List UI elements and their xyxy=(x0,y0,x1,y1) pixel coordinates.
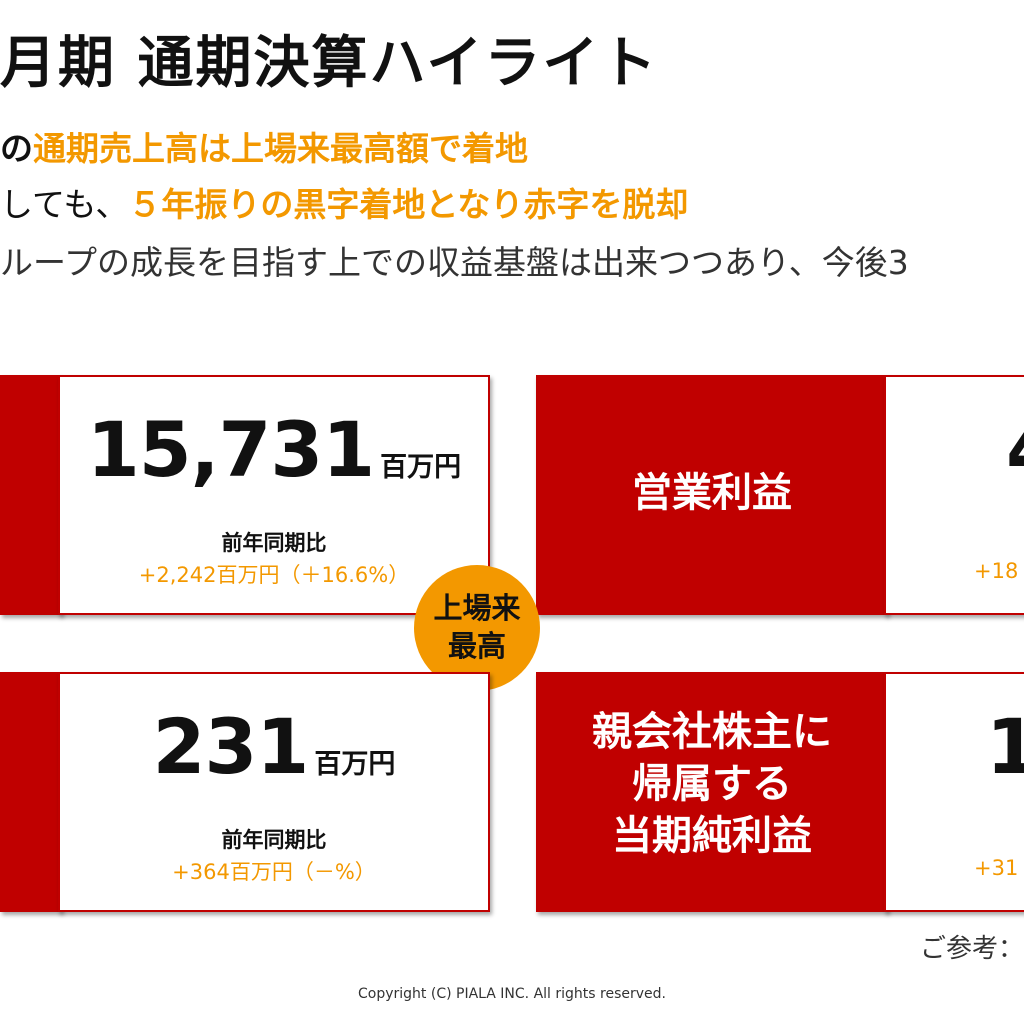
summary-line-2-highlight: ５年振りの黒字着地となり赤字を脱却 xyxy=(128,185,689,224)
record-high-badge-line2: 最高 xyxy=(447,629,506,663)
operating-profit-delta: +18 xyxy=(974,559,1019,583)
operating-profit-value-number: 4 xyxy=(1006,405,1024,494)
net-income-value-number: 1 xyxy=(986,702,1024,791)
net-income-label-block: 親会社株主に 帰属する 当期純利益 xyxy=(536,672,888,912)
sales-value: 15,731 百万円 xyxy=(60,405,488,494)
ordinary-comparison-label: 前年同期比 xyxy=(221,828,327,852)
net-income-value-card: 1 +31 xyxy=(884,672,1024,912)
ordinary-delta: +364百万円（－%） xyxy=(172,860,376,884)
reference-note: ご参考： xyxy=(920,934,1024,964)
net-income-label-line1: 親会社株主に xyxy=(592,709,832,755)
copyright: Copyright (C) PIALA INC. All rights rese… xyxy=(358,986,666,1002)
sales-value-card: 15,731 百万円 前年同期比 +2,242百万円（＋16.6%） xyxy=(58,375,490,615)
operating-profit-value: 4 xyxy=(1006,405,1024,494)
summary-line-3: ループの成長を目指す上での収益基盤は出来つつあり、今後3 xyxy=(0,243,909,282)
sales-value-unit: 百万円 xyxy=(380,452,462,483)
net-income-delta: +31 xyxy=(974,856,1019,880)
sales-comparison-label: 前年同期比 xyxy=(221,531,327,555)
sales-value-number: 15,731 xyxy=(86,405,375,494)
net-income-label-line2: 帰属する xyxy=(632,761,792,807)
ordinary-value-card: 231 百万円 前年同期比 +364百万円（－%） xyxy=(58,672,490,912)
record-high-badge-line1: 上場来 xyxy=(433,591,521,626)
summary-line-1-prefix: の xyxy=(0,129,33,168)
sales-label-block xyxy=(0,375,62,615)
operating-profit-value-card: 4 +18 xyxy=(884,375,1024,615)
ordinary-label-block xyxy=(0,672,62,912)
record-high-badge: 上場来 最高 xyxy=(414,565,540,691)
ordinary-value-number: 231 xyxy=(152,702,310,791)
net-income-value: 1 xyxy=(986,702,1024,791)
net-income-label-line3: 当期純利益 xyxy=(612,813,812,859)
operating-profit-label-block: 営業利益 xyxy=(536,375,888,615)
sales-delta: +2,242百万円（＋16.6%） xyxy=(138,563,410,587)
operating-profit-label: 営業利益 xyxy=(632,470,792,516)
ordinary-value-unit: 百万円 xyxy=(314,749,396,780)
summary-line-1: の通期売上高は上場来最高額で着地 xyxy=(0,122,528,170)
page-title: 月期 通期決算ハイライト xyxy=(0,31,659,96)
summary-line-2-prefix: しても、 xyxy=(0,185,129,224)
summary-line-2: しても、５年振りの黒字着地となり赤字を脱却 xyxy=(0,178,688,226)
summary-line-1-highlight: 通期売上高は上場来最高額で着地 xyxy=(33,129,528,168)
net-income-label: 親会社株主に 帰属する 当期純利益 xyxy=(536,706,888,862)
ordinary-value: 231 百万円 xyxy=(60,702,488,791)
